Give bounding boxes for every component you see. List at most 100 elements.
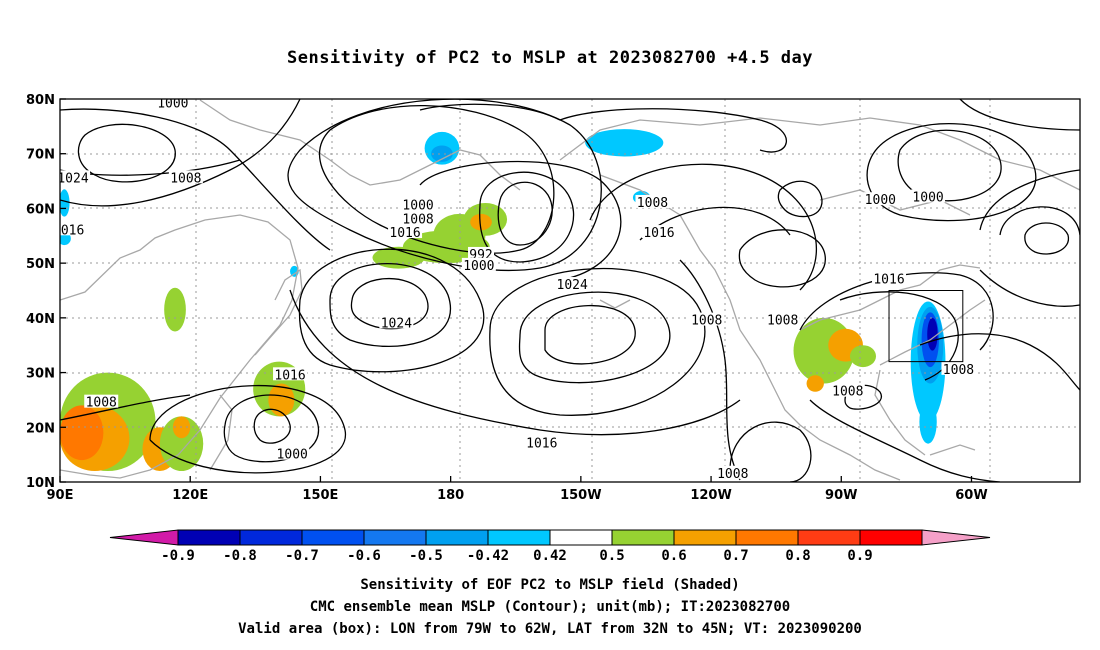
lat-tick-label: 20N <box>26 421 55 436</box>
colorbar-swatch <box>487 529 551 546</box>
contour-label-bg <box>84 394 119 408</box>
colorbar-swatch <box>735 529 799 546</box>
contour-label: 1008 <box>402 212 433 227</box>
colorbar-min-arrow <box>109 529 179 546</box>
contour-label: 1016 <box>526 437 557 452</box>
contour-label-bg <box>401 197 436 211</box>
lat-tick-label: 50N <box>26 257 55 272</box>
shaded-region <box>919 399 937 444</box>
colorbar-swatch <box>549 529 613 546</box>
contour-label: 1024 <box>57 171 88 186</box>
contour-label: 1000 <box>912 190 943 205</box>
contour-label: 1008 <box>170 171 201 186</box>
lon-tick-label: 120E <box>172 488 208 503</box>
colorbar-swatch <box>239 529 303 546</box>
lat-tick-label: 40N <box>26 312 55 327</box>
contour-label-bg <box>168 170 203 184</box>
lat-tick-label: 10N <box>26 476 55 491</box>
colorbar-label: 0.6 <box>661 548 686 564</box>
lon-tick-label: 180 <box>437 488 464 503</box>
contour-label-bg <box>379 315 414 329</box>
contour-label-bg <box>461 257 496 271</box>
lon-tick-label: 150E <box>302 488 338 503</box>
colorbar-label: 0.8 <box>785 548 810 564</box>
contour-label: 1024 <box>557 278 588 293</box>
contour-label-bg <box>273 367 308 381</box>
contour-label-bg <box>872 271 907 285</box>
colorbar-label: -0.8 <box>223 548 257 564</box>
contour-label-bg <box>60 222 86 236</box>
contour-label-bg <box>641 225 676 239</box>
contour-label-bg <box>715 465 750 479</box>
contour-label-bg <box>155 99 190 109</box>
shaded-region <box>806 375 824 392</box>
contour-label-bg <box>689 312 724 326</box>
contour-label: 1000 <box>402 199 433 214</box>
caption-shading: Sensitivity of EOF PC2 to MSLP field (Sh… <box>360 577 740 593</box>
shaded-region <box>849 345 876 368</box>
lat-tick-label: 80N <box>26 93 55 108</box>
contour-label-bg <box>468 246 495 260</box>
colorbar-label: 0.9 <box>847 548 872 564</box>
contour-label-bg <box>765 312 800 326</box>
contour-label-bg <box>911 189 946 203</box>
colorbar-label: -0.42 <box>467 548 509 564</box>
lon-tick-label: 120W <box>690 488 731 503</box>
contour-label-bg <box>388 225 423 239</box>
colorbar-swatch <box>673 529 737 546</box>
contour-label: 1016 <box>53 223 84 238</box>
contour-label-bg <box>60 170 91 184</box>
colorbar-label: -0.6 <box>347 548 381 564</box>
contour-label-bg <box>635 194 670 208</box>
contour-label: 1016 <box>389 226 420 241</box>
colorbar-label: 0.7 <box>723 548 748 564</box>
contour-label: 1024 <box>381 316 412 331</box>
contour-label: 1016 <box>873 273 904 288</box>
contour-label: 1016 <box>274 368 305 383</box>
contour-label: 1008 <box>691 314 722 329</box>
colorbar-label: 0.5 <box>599 548 624 564</box>
colorbar: -0.9 -0.8 -0.7 -0.6 -0.5 -0.42 0.42 0.5 0.6 0.7 0.… <box>109 529 991 564</box>
shaded-region <box>268 383 295 417</box>
colorbar-swatch <box>177 529 241 546</box>
contour-label: 1008 <box>832 385 863 400</box>
contour-label: 1000 <box>277 448 308 463</box>
contour-label: 1008 <box>86 396 117 411</box>
lat-tick-label: 70N <box>26 148 55 163</box>
grid-lines <box>60 99 1080 482</box>
shaded-region <box>470 213 492 231</box>
contour-label-bg <box>941 361 976 375</box>
captions: Sensitivity of EOF PC2 to MSLP field (Sh… <box>0 574 1100 640</box>
colorbar-swatch <box>301 529 365 546</box>
colorbar-label: 0.42 <box>533 548 567 564</box>
lon-tick-label: 60W <box>955 488 987 503</box>
contour-label: 1000 <box>463 259 494 274</box>
colorbar-swatch <box>797 529 861 546</box>
contour-label: 1000 <box>865 193 896 208</box>
lon-tick-label: 90E <box>47 488 74 503</box>
shaded-region <box>431 145 453 162</box>
colorbar-label: -0.7 <box>285 548 319 564</box>
contour-label-bg <box>401 211 436 225</box>
map-title: Sensitivity of PC2 to MSLP at 2023082700… <box>286 48 813 68</box>
contour-label-bg <box>863 192 898 206</box>
shaded-region <box>159 416 204 472</box>
valid-area-box <box>888 290 964 363</box>
shaded-region <box>60 405 104 461</box>
colorbar-max-arrow <box>921 529 991 546</box>
map-frame <box>59 98 1081 483</box>
shaded-region <box>164 287 186 332</box>
lon-tick-label: 90W <box>825 488 857 503</box>
colorbar-swatch <box>859 529 923 546</box>
shaded-region <box>585 129 664 157</box>
latitude-axis: 80N 70N 60N 50N 40N 30N 20N 10N <box>26 93 66 491</box>
contour-label-bg <box>275 446 310 460</box>
contour-label: 1000 <box>157 96 188 111</box>
colorbar-label: -0.9 <box>161 548 195 564</box>
contour-label-bg <box>830 383 865 397</box>
caption-contours: CMC ensemble mean MSLP (Contour); unit(m… <box>309 599 791 615</box>
caption-valid-area: Valid area (box): LON from 79W to 62W, L… <box>238 621 862 637</box>
colorbar-label: -0.5 <box>409 548 443 564</box>
